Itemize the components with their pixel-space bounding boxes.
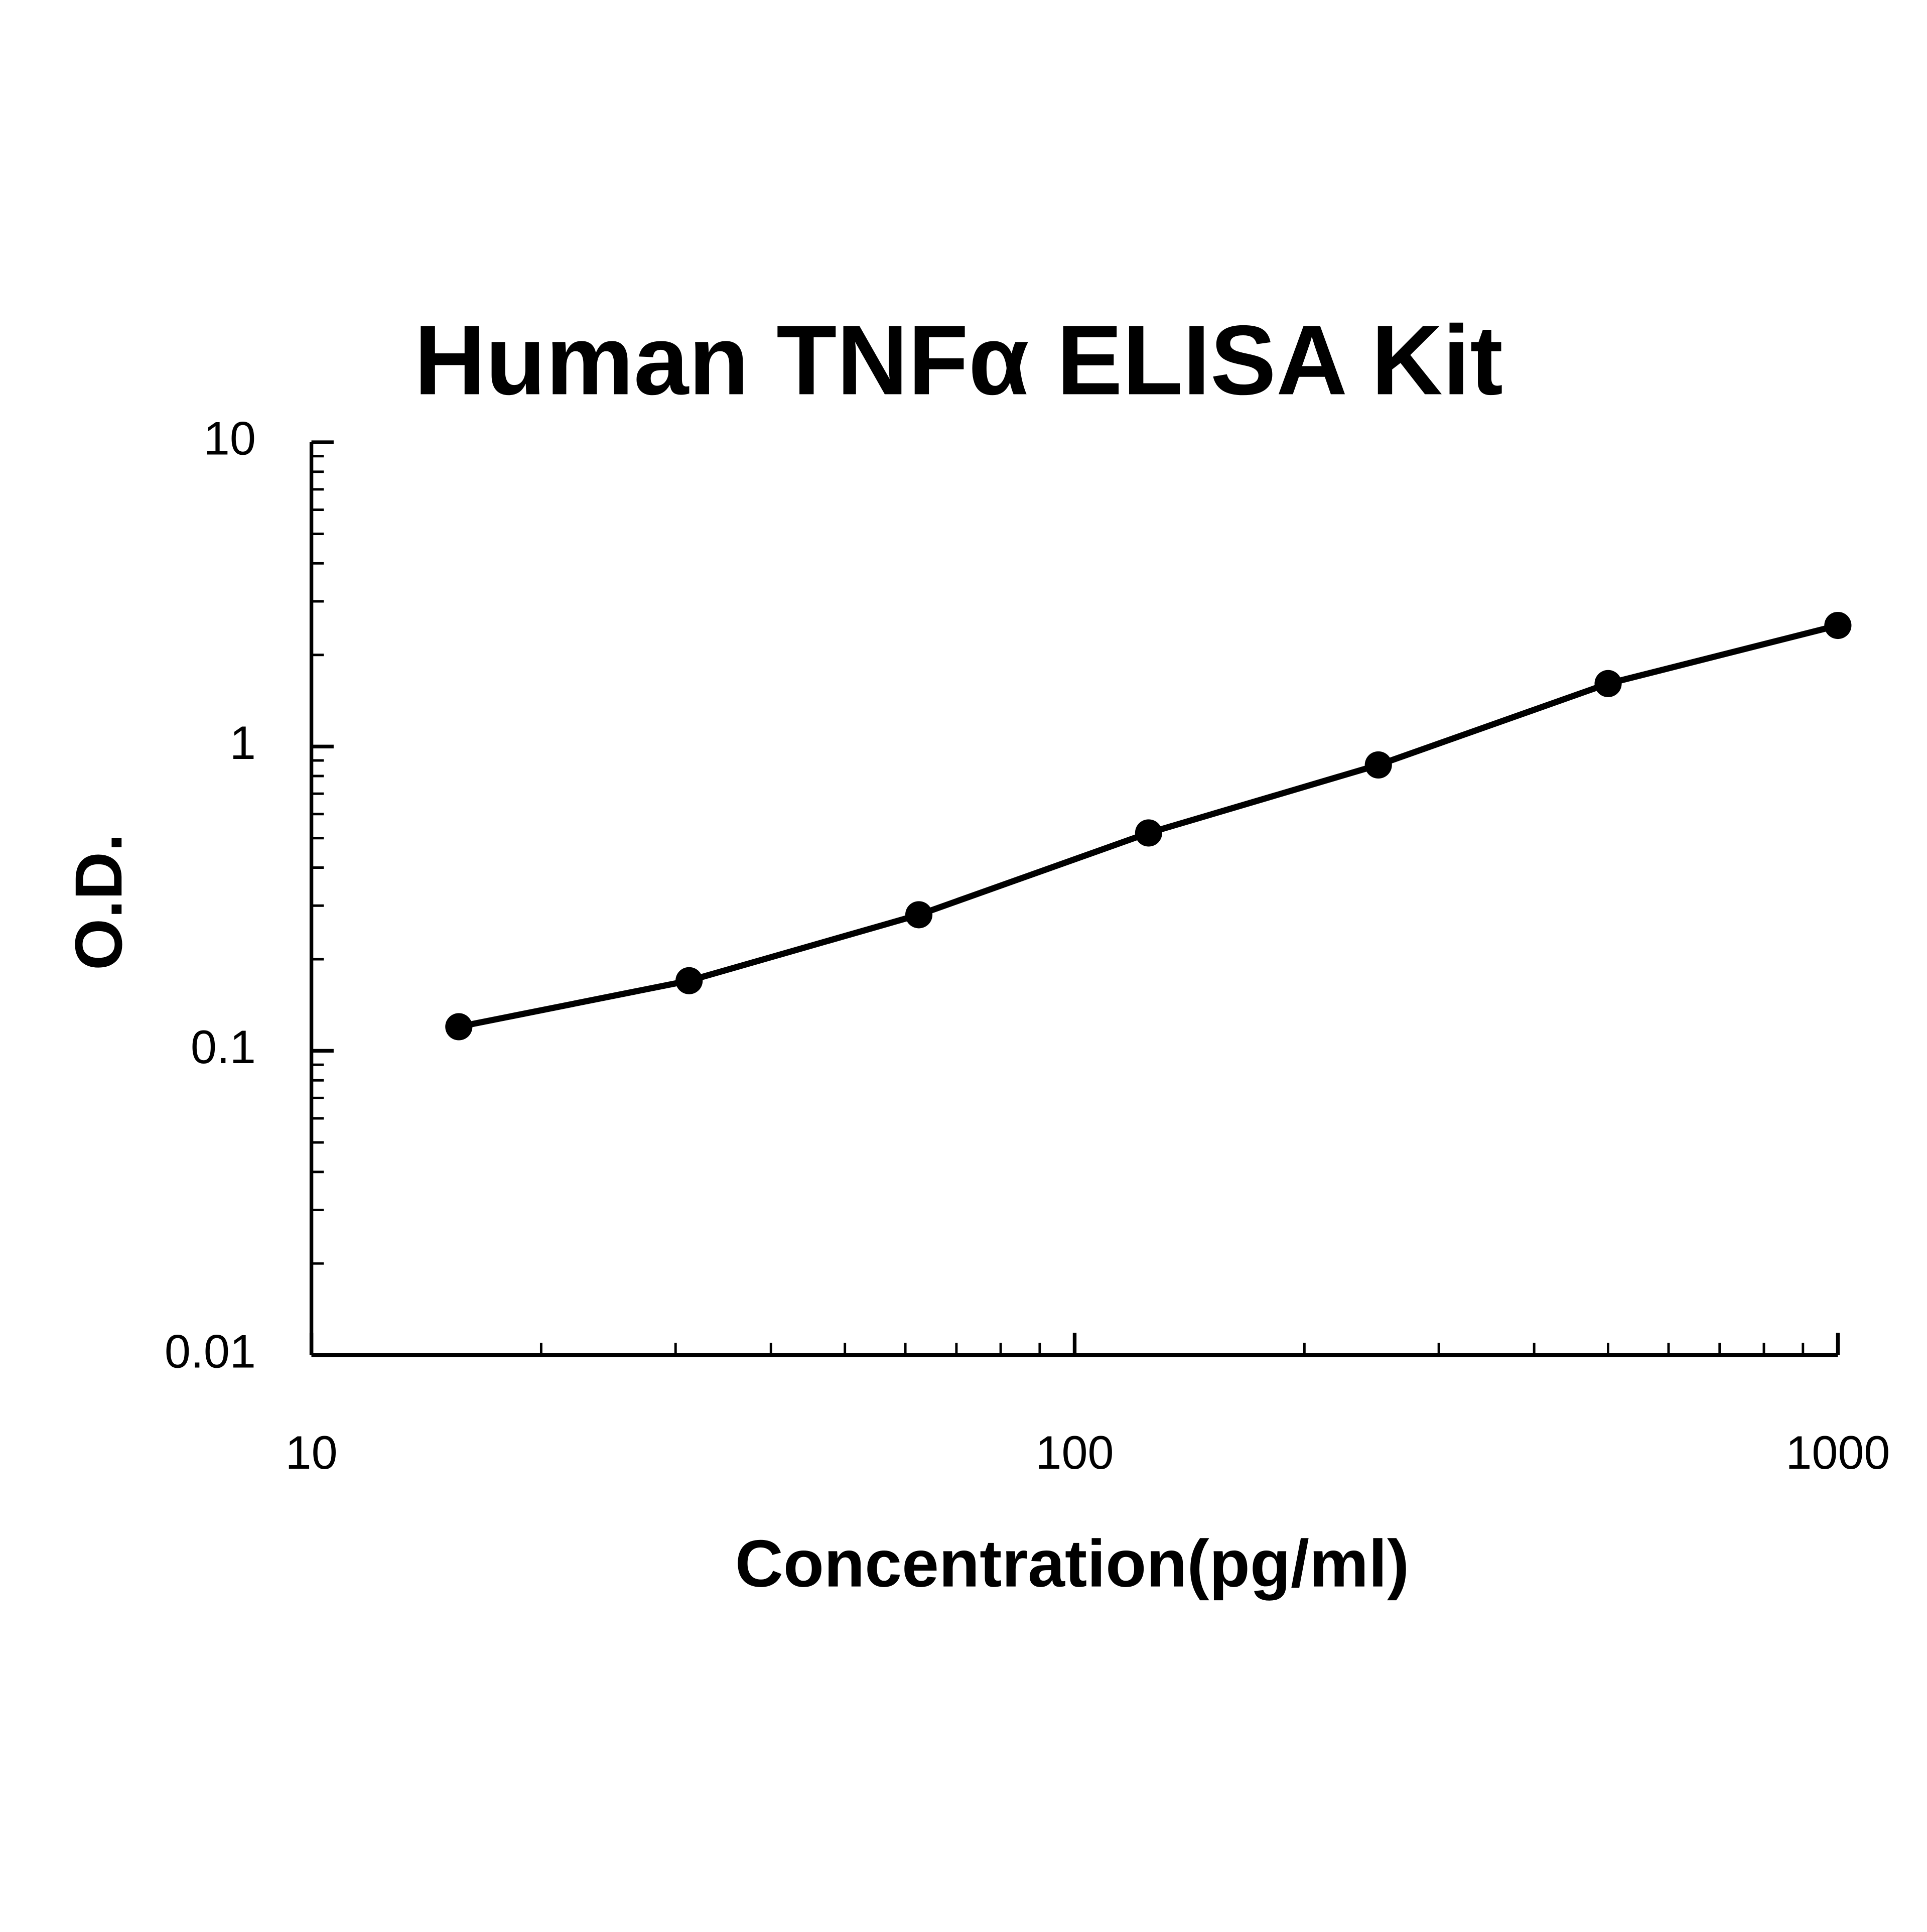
x-tick-label: 1000 — [1785, 1426, 1890, 1479]
x-tick-label: 10 — [286, 1426, 338, 1479]
point — [445, 1013, 473, 1041]
x-tick-label: 100 — [1035, 1426, 1114, 1479]
point — [675, 967, 703, 994]
point — [1135, 819, 1162, 847]
y-axis-label: O.D. — [62, 833, 136, 970]
point — [1364, 751, 1392, 779]
chart-title: Human TNFα ELISA Kit — [414, 305, 1503, 415]
point — [1594, 670, 1622, 697]
x-axis-label: Concentration(pg/ml) — [735, 1527, 1409, 1601]
y-tick-label: 10 — [204, 412, 256, 465]
point — [1824, 611, 1852, 639]
y-tick-label: 1 — [230, 716, 256, 769]
y-tick-label: 0.1 — [191, 1020, 256, 1073]
point — [905, 901, 933, 929]
y-tick-label: 0.01 — [165, 1325, 256, 1377]
